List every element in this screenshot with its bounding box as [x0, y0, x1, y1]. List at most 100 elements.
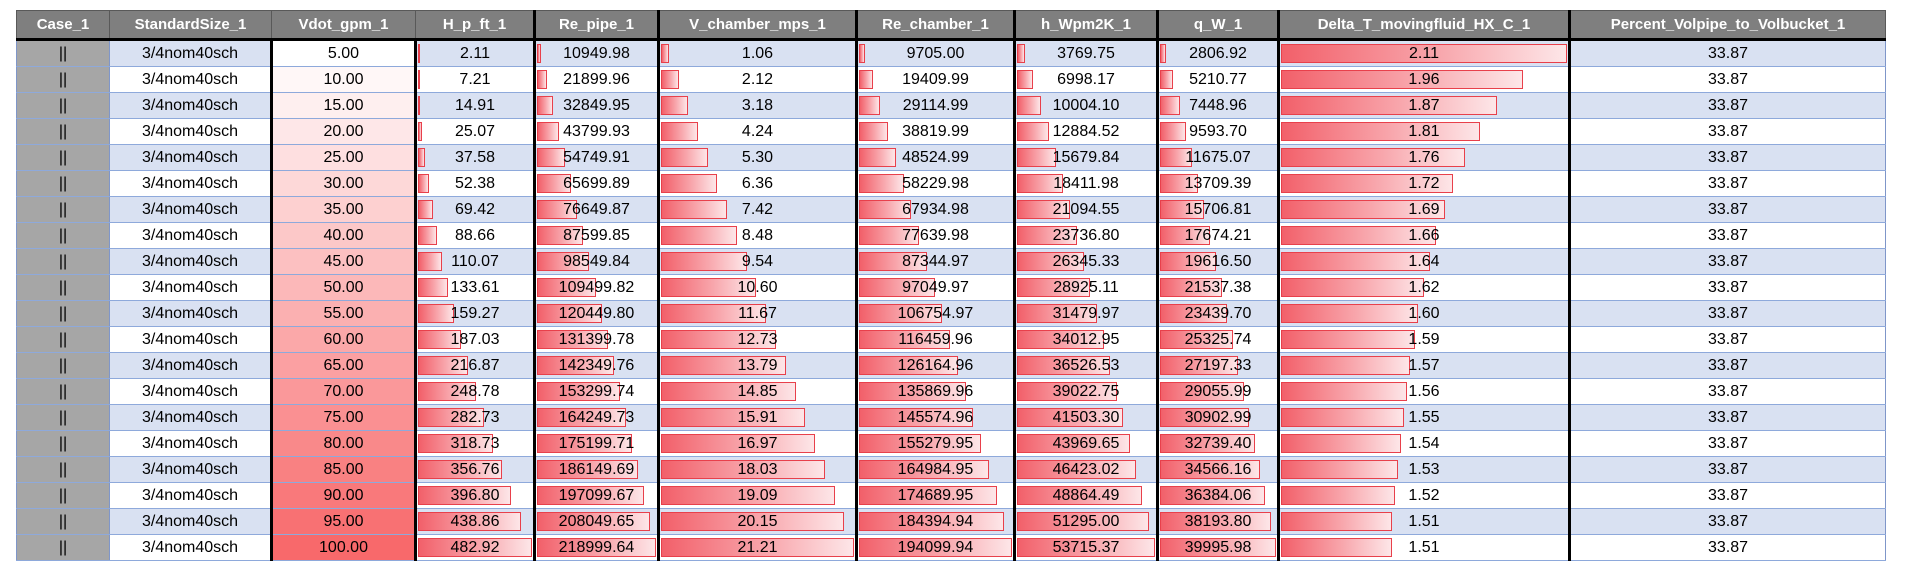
cell-standard-size[interactable]: 3/4nom40sch [109, 144, 272, 171]
cell-percent-volpipe[interactable]: 33.87 [1569, 118, 1886, 145]
cell-q-w[interactable]: 15706.81 [1157, 196, 1280, 223]
cell-h-p-ft[interactable]: 482.92 [415, 534, 536, 561]
cell-h-wpm2k[interactable]: 21094.55 [1014, 196, 1159, 223]
cell-q-w[interactable]: 7448.96 [1157, 92, 1280, 119]
cell-delta-t[interactable]: 1.55 [1278, 404, 1571, 431]
cell-re-pipe[interactable]: 98549.84 [534, 248, 660, 275]
cell-vdot-gpm[interactable]: 75.00 [270, 404, 417, 431]
cell-h-wpm2k[interactable]: 23736.80 [1014, 222, 1159, 249]
cell-re-pipe[interactable]: 131399.78 [534, 326, 660, 353]
cell-re-pipe[interactable]: 76649.87 [534, 196, 660, 223]
cell-h-p-ft[interactable]: 159.27 [415, 300, 536, 327]
cell-h-wpm2k[interactable]: 39022.75 [1014, 378, 1159, 405]
cell-v-chamber-mps[interactable]: 11.67 [658, 300, 858, 327]
cell-standard-size[interactable]: 3/4nom40sch [109, 508, 272, 535]
cell-re-chamber[interactable]: 19409.99 [856, 66, 1016, 93]
cell-standard-size[interactable]: 3/4nom40sch [109, 534, 272, 561]
cell-h-p-ft[interactable]: 318.73 [415, 430, 536, 457]
cell-delta-t[interactable]: 2.11 [1278, 39, 1571, 67]
cell-case[interactable]: || [16, 456, 110, 483]
cell-percent-volpipe[interactable]: 33.87 [1569, 300, 1886, 327]
cell-re-chamber[interactable]: 29114.99 [856, 92, 1016, 119]
header-delta-t[interactable]: Delta_T_movingfluid_HX_C_1 [1278, 10, 1571, 41]
cell-v-chamber-mps[interactable]: 6.36 [658, 170, 858, 197]
cell-v-chamber-mps[interactable]: 1.06 [658, 39, 858, 67]
cell-percent-volpipe[interactable]: 33.87 [1569, 456, 1886, 483]
cell-delta-t[interactable]: 1.96 [1278, 66, 1571, 93]
cell-delta-t[interactable]: 1.64 [1278, 248, 1571, 275]
cell-standard-size[interactable]: 3/4nom40sch [109, 378, 272, 405]
cell-vdot-gpm[interactable]: 85.00 [270, 456, 417, 483]
cell-re-pipe[interactable]: 120449.80 [534, 300, 660, 327]
cell-h-wpm2k[interactable]: 18411.98 [1014, 170, 1159, 197]
cell-re-pipe[interactable]: 197099.67 [534, 482, 660, 509]
cell-h-wpm2k[interactable]: 48864.49 [1014, 482, 1159, 509]
cell-case[interactable]: || [16, 508, 110, 535]
header-h-p-ft[interactable]: H_p_ft_1 [415, 10, 536, 41]
cell-v-chamber-mps[interactable]: 5.30 [658, 144, 858, 171]
cell-vdot-gpm[interactable]: 15.00 [270, 92, 417, 119]
cell-h-p-ft[interactable]: 52.38 [415, 170, 536, 197]
cell-h-p-ft[interactable]: 88.66 [415, 222, 536, 249]
cell-standard-size[interactable]: 3/4nom40sch [109, 222, 272, 249]
cell-q-w[interactable]: 11675.07 [1157, 144, 1280, 171]
cell-h-wpm2k[interactable]: 34012.95 [1014, 326, 1159, 353]
cell-v-chamber-mps[interactable]: 12.73 [658, 326, 858, 353]
cell-percent-volpipe[interactable]: 33.87 [1569, 430, 1886, 457]
cell-h-wpm2k[interactable]: 28925.11 [1014, 274, 1159, 301]
cell-case[interactable]: || [16, 430, 110, 457]
cell-percent-volpipe[interactable]: 33.87 [1569, 274, 1886, 301]
header-vdot-gpm[interactable]: Vdot_gpm_1 [271, 10, 416, 41]
cell-q-w[interactable]: 25325.74 [1157, 326, 1280, 353]
cell-vdot-gpm[interactable]: 60.00 [270, 326, 417, 353]
cell-case[interactable]: || [16, 118, 110, 145]
cell-delta-t[interactable]: 1.60 [1278, 300, 1571, 327]
cell-re-chamber[interactable]: 58229.98 [856, 170, 1016, 197]
cell-re-pipe[interactable]: 109499.82 [534, 274, 660, 301]
cell-percent-volpipe[interactable]: 33.87 [1569, 39, 1886, 67]
cell-h-p-ft[interactable]: 282.73 [415, 404, 536, 431]
cell-vdot-gpm[interactable]: 20.00 [270, 118, 417, 145]
cell-vdot-gpm[interactable]: 30.00 [270, 170, 417, 197]
cell-case[interactable]: || [16, 404, 110, 431]
cell-h-p-ft[interactable]: 216.87 [415, 352, 536, 379]
header-q-w[interactable]: q_W_1 [1157, 10, 1280, 41]
cell-standard-size[interactable]: 3/4nom40sch [109, 66, 272, 93]
cell-case[interactable]: || [16, 378, 110, 405]
cell-re-pipe[interactable]: 65699.89 [534, 170, 660, 197]
cell-vdot-gpm[interactable]: 70.00 [270, 378, 417, 405]
cell-standard-size[interactable]: 3/4nom40sch [109, 170, 272, 197]
cell-h-wpm2k[interactable]: 3769.75 [1014, 39, 1159, 67]
cell-q-w[interactable]: 30902.99 [1157, 404, 1280, 431]
cell-q-w[interactable]: 36384.06 [1157, 482, 1280, 509]
cell-standard-size[interactable]: 3/4nom40sch [109, 118, 272, 145]
cell-delta-t[interactable]: 1.51 [1278, 534, 1571, 561]
cell-q-w[interactable]: 38193.80 [1157, 508, 1280, 535]
cell-percent-volpipe[interactable]: 33.87 [1569, 196, 1886, 223]
cell-re-pipe[interactable]: 10949.98 [534, 39, 660, 67]
cell-h-p-ft[interactable]: 37.58 [415, 144, 536, 171]
cell-vdot-gpm[interactable]: 35.00 [270, 196, 417, 223]
cell-h-p-ft[interactable]: 187.03 [415, 326, 536, 353]
header-h-wpm2k[interactable]: h_Wpm2K_1 [1014, 10, 1159, 41]
cell-q-w[interactable]: 39995.98 [1157, 534, 1280, 561]
cell-h-p-ft[interactable]: 7.21 [415, 66, 536, 93]
header-percent-volpipe[interactable]: Percent_Volpipe_to_Volbucket_1 [1569, 10, 1886, 41]
cell-vdot-gpm[interactable]: 45.00 [270, 248, 417, 275]
cell-vdot-gpm[interactable]: 25.00 [270, 144, 417, 171]
cell-case[interactable]: || [16, 274, 110, 301]
cell-re-pipe[interactable]: 142349.76 [534, 352, 660, 379]
cell-re-pipe[interactable]: 153299.74 [534, 378, 660, 405]
cell-q-w[interactable]: 13709.39 [1157, 170, 1280, 197]
cell-re-chamber[interactable]: 77639.98 [856, 222, 1016, 249]
cell-q-w[interactable]: 21537.38 [1157, 274, 1280, 301]
cell-v-chamber-mps[interactable]: 10.60 [658, 274, 858, 301]
cell-percent-volpipe[interactable]: 33.87 [1569, 170, 1886, 197]
cell-delta-t[interactable]: 1.62 [1278, 274, 1571, 301]
cell-h-wpm2k[interactable]: 12884.52 [1014, 118, 1159, 145]
cell-standard-size[interactable]: 3/4nom40sch [109, 196, 272, 223]
cell-v-chamber-mps[interactable]: 15.91 [658, 404, 858, 431]
cell-standard-size[interactable]: 3/4nom40sch [109, 404, 272, 431]
cell-case[interactable]: || [16, 352, 110, 379]
cell-re-pipe[interactable]: 208049.65 [534, 508, 660, 535]
